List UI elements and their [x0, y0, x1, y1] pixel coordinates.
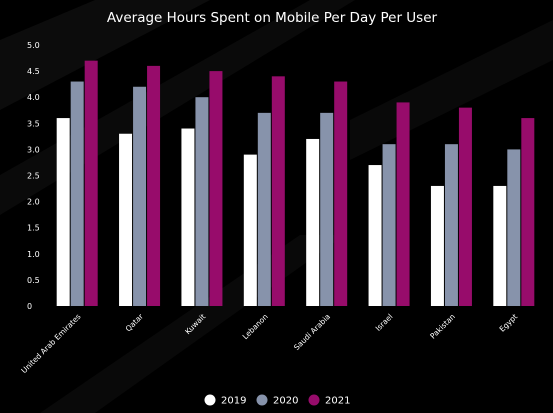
- bar-qatar-2020: [133, 86, 147, 306]
- y-tick-label: 3.5: [27, 119, 40, 128]
- bar-lebanon-2020: [257, 112, 271, 306]
- chart-title: Average Hours Spent on Mobile Per Day Pe…: [107, 10, 438, 26]
- bars: [56, 60, 535, 306]
- legend-label: 2019: [221, 396, 246, 407]
- bar-egypt-2020: [507, 149, 521, 306]
- bar-kuwait-2019: [181, 128, 195, 306]
- y-tick-label: 0.5: [27, 276, 40, 285]
- bar-israel-2020: [382, 144, 396, 306]
- bar-pakistan-2021: [458, 107, 472, 306]
- y-axis-ticks: 0 0.5 1.0 1.5 2.0 2.5 3.0 3.5 4.0 4.5 5.0: [27, 41, 40, 311]
- y-tick-label: 4.5: [27, 67, 40, 76]
- bar-saudi-arabia-2020: [320, 112, 334, 306]
- legend-label: 2021: [325, 396, 350, 407]
- bar-kuwait-2021: [209, 71, 223, 306]
- bar-pakistan-2019: [430, 185, 444, 306]
- y-tick-label: 1.0: [27, 250, 40, 259]
- bar-united-arab-emirates-2019: [56, 118, 70, 306]
- bar-united-arab-emirates-2021: [84, 60, 98, 306]
- y-tick-label: 2.5: [27, 172, 40, 181]
- legend-label: 2020: [273, 396, 298, 407]
- legend: 2019 2020 2021: [204, 394, 350, 407]
- bar-qatar-2021: [147, 65, 161, 306]
- bar-israel-2019: [368, 165, 382, 306]
- legend-item-2020: 2020: [256, 394, 298, 407]
- bar-qatar-2019: [119, 133, 133, 306]
- bar-united-arab-emirates-2020: [70, 81, 84, 306]
- bar-saudi-arabia-2019: [306, 138, 320, 306]
- bar-lebanon-2021: [271, 76, 285, 306]
- y-tick-label: 2.0: [27, 198, 40, 207]
- y-tick-label: 3.0: [27, 145, 40, 154]
- y-tick-label: 4.0: [27, 93, 40, 102]
- bar-egypt-2021: [521, 118, 535, 306]
- y-tick-label: 0: [27, 302, 32, 311]
- bar-egypt-2019: [493, 185, 507, 306]
- legend-marker: [204, 394, 216, 406]
- legend-marker: [308, 394, 320, 406]
- y-tick-label: 5.0: [27, 41, 40, 50]
- bar-lebanon-2019: [243, 154, 257, 306]
- legend-item-2019: 2019: [204, 394, 246, 407]
- legend-marker: [256, 394, 268, 406]
- bar-israel-2021: [396, 102, 410, 306]
- bar-kuwait-2020: [195, 97, 209, 306]
- bar-saudi-arabia-2021: [334, 81, 348, 306]
- y-tick-label: 1.5: [27, 224, 40, 233]
- bar-pakistan-2020: [444, 144, 458, 306]
- legend-item-2021: 2021: [308, 394, 350, 407]
